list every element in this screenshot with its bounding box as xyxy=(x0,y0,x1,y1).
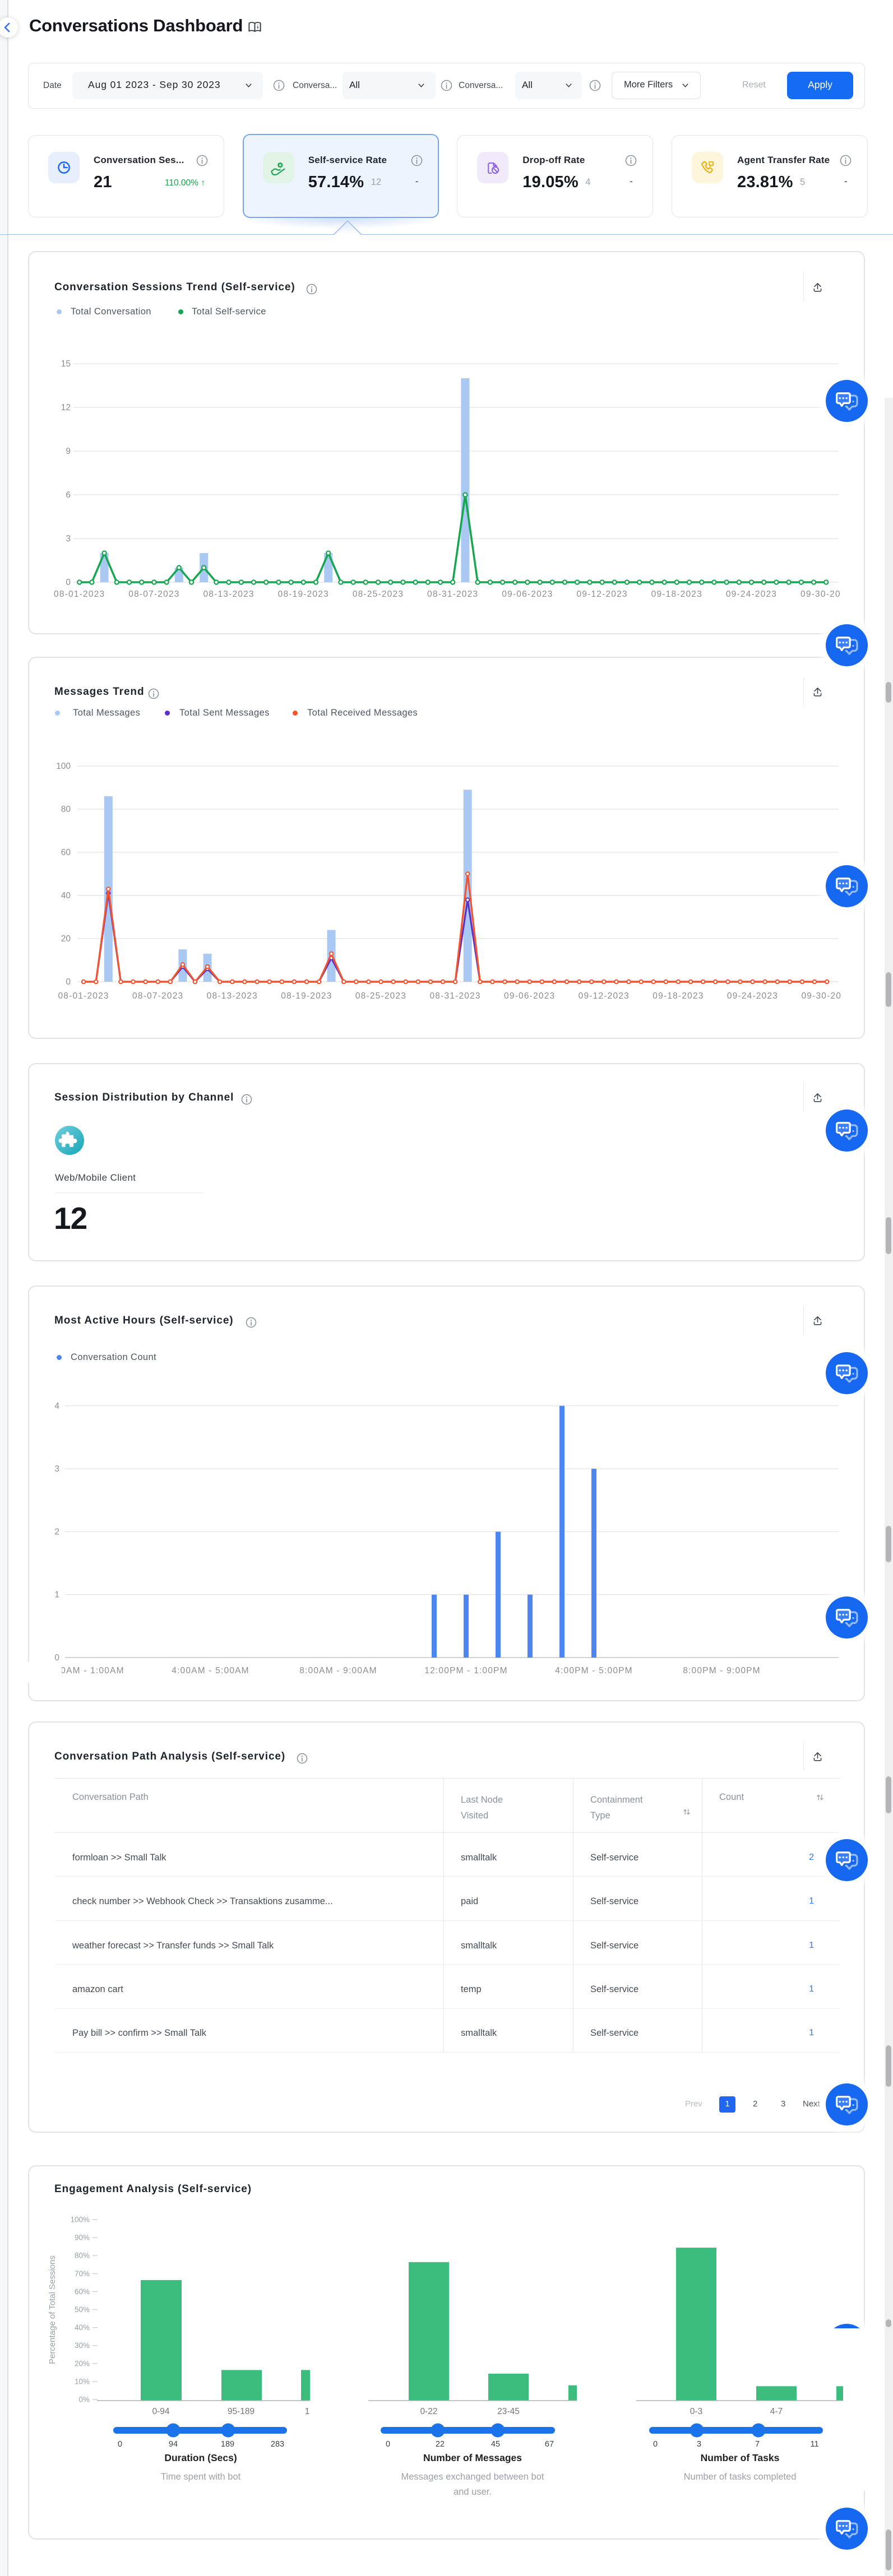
svg-text:0%: 0% xyxy=(78,2396,90,2404)
svg-text:08-31-2023: 08-31-2023 xyxy=(427,590,478,599)
svg-text:09-30-2023: 09-30-2023 xyxy=(801,590,841,599)
svg-text:45: 45 xyxy=(491,2440,500,2449)
svg-text:11: 11 xyxy=(810,2440,818,2449)
svg-text:40%: 40% xyxy=(75,2323,90,2332)
svg-text:08-13-2023: 08-13-2023 xyxy=(203,590,254,599)
svg-text:09-18-2023: 09-18-2023 xyxy=(651,590,702,599)
svg-text:Percentage of Total Sessions: Percentage of Total Sessions xyxy=(48,2255,57,2364)
svg-text:90%: 90% xyxy=(75,2234,90,2242)
svg-text:08-01-2023: 08-01-2023 xyxy=(58,991,109,1001)
svg-text:0: 0 xyxy=(386,2440,390,2449)
svg-text:100%: 100% xyxy=(70,2216,90,2224)
svg-text:08-13-2023: 08-13-2023 xyxy=(207,991,258,1001)
svg-text:9: 9 xyxy=(66,447,71,456)
svg-text:08-07-2023: 08-07-2023 xyxy=(132,991,183,1001)
svg-text:0-22: 0-22 xyxy=(420,2407,437,2416)
svg-text:08-31-2023: 08-31-2023 xyxy=(429,991,480,1001)
svg-text:08-07-2023: 08-07-2023 xyxy=(128,590,179,599)
svg-text:7: 7 xyxy=(755,2440,760,2449)
svg-text:4-7: 4-7 xyxy=(770,2407,783,2416)
svg-text:0-94: 0-94 xyxy=(152,2407,169,2416)
svg-text:08-01-2023: 08-01-2023 xyxy=(54,590,105,599)
svg-text:0-3: 0-3 xyxy=(690,2407,702,2416)
svg-text:40: 40 xyxy=(61,891,71,901)
svg-text:0: 0 xyxy=(653,2440,658,2449)
svg-text:Duration (Secs): Duration (Secs) xyxy=(164,2452,237,2463)
svg-text:23-45: 23-45 xyxy=(497,2407,520,2416)
svg-text:09-18-2023: 09-18-2023 xyxy=(653,991,704,1001)
svg-text:0: 0 xyxy=(66,977,71,987)
svg-text:08-19-2023: 08-19-2023 xyxy=(281,991,332,1001)
svg-text:15: 15 xyxy=(61,359,71,369)
svg-text:08-19-2023: 08-19-2023 xyxy=(278,590,329,599)
svg-text:30%: 30% xyxy=(75,2341,90,2350)
svg-text:09-06-2023: 09-06-2023 xyxy=(504,991,555,1001)
svg-text:09-06-2023: 09-06-2023 xyxy=(502,590,553,599)
svg-text:20%: 20% xyxy=(75,2359,90,2368)
svg-text:0: 0 xyxy=(54,1653,59,1663)
svg-text:8:00AM - 9:00AM: 8:00AM - 9:00AM xyxy=(299,1666,377,1675)
svg-text:283: 283 xyxy=(271,2440,284,2449)
svg-text:Time spent with bot: Time spent with bot xyxy=(161,2472,241,2482)
svg-text:22: 22 xyxy=(436,2440,445,2449)
svg-text:8:00PM - 9:00PM: 8:00PM - 9:00PM xyxy=(683,1666,761,1675)
svg-text:0: 0 xyxy=(66,578,71,587)
svg-text:6: 6 xyxy=(66,490,71,500)
svg-text:3: 3 xyxy=(697,2440,701,2449)
svg-text:67: 67 xyxy=(545,2440,554,2449)
svg-text:Number of Messages: Number of Messages xyxy=(423,2452,522,2463)
svg-text:4:00PM - 5:00PM: 4:00PM - 5:00PM xyxy=(555,1666,633,1675)
svg-text:12: 12 xyxy=(61,403,71,412)
svg-text:12:00AM - 1:00AM: 12:00AM - 1:00AM xyxy=(41,1666,124,1675)
svg-text:189: 189 xyxy=(221,2440,234,2449)
svg-text:20: 20 xyxy=(61,934,71,944)
svg-text:80: 80 xyxy=(61,805,71,814)
svg-text:and user.: and user. xyxy=(454,2487,492,2497)
svg-text:60: 60 xyxy=(61,848,71,857)
svg-text:09-12-2023: 09-12-2023 xyxy=(576,590,627,599)
svg-text:3: 3 xyxy=(66,534,71,544)
svg-text:09-30-2023: 09-30-2023 xyxy=(801,991,841,1001)
svg-text:2: 2 xyxy=(54,1527,59,1537)
svg-text:4:00AM - 5:00AM: 4:00AM - 5:00AM xyxy=(172,1666,249,1675)
svg-text:4: 4 xyxy=(54,1401,59,1411)
svg-text:Number of tasks completed: Number of tasks completed xyxy=(684,2472,797,2482)
svg-text:08-25-2023: 08-25-2023 xyxy=(355,991,406,1001)
svg-text:95-189: 95-189 xyxy=(228,2407,255,2416)
svg-text:Messages exchanged between bot: Messages exchanged between bot xyxy=(401,2472,544,2482)
svg-text:94: 94 xyxy=(169,2440,178,2449)
svg-text:80%: 80% xyxy=(75,2252,90,2260)
svg-text:60%: 60% xyxy=(75,2287,90,2296)
svg-text:12:00PM - 1:00PM: 12:00PM - 1:00PM xyxy=(424,1666,507,1675)
svg-text:09-24-2023: 09-24-2023 xyxy=(726,590,777,599)
svg-text:10%: 10% xyxy=(75,2377,90,2385)
svg-text:08-25-2023: 08-25-2023 xyxy=(353,590,404,599)
svg-text:50%: 50% xyxy=(75,2305,90,2314)
svg-text:100: 100 xyxy=(56,762,71,771)
svg-text:09-12-2023: 09-12-2023 xyxy=(579,991,630,1001)
svg-text:70%: 70% xyxy=(75,2269,90,2278)
svg-text:3: 3 xyxy=(54,1464,59,1474)
svg-text:0: 0 xyxy=(118,2440,122,2449)
svg-text:09-24-2023: 09-24-2023 xyxy=(727,991,778,1001)
svg-text:1: 1 xyxy=(305,2407,310,2416)
svg-text:1: 1 xyxy=(54,1590,59,1600)
svg-text:Number of Tasks: Number of Tasks xyxy=(701,2452,780,2463)
